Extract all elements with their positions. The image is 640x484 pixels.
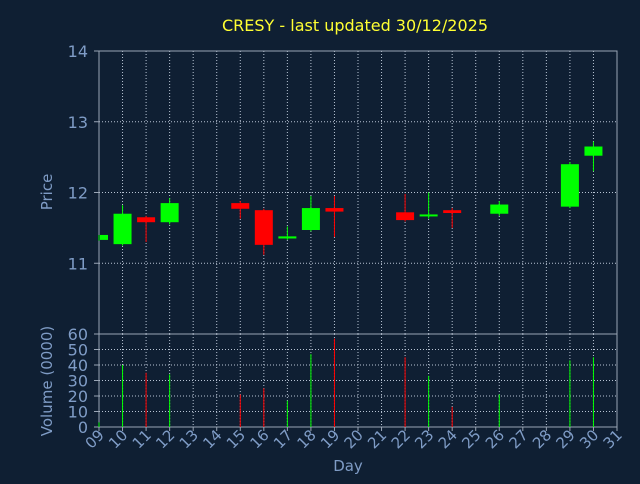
candle-body <box>100 234 108 240</box>
volume-panel: 0102030405060091011121314151617181920212… <box>68 325 626 452</box>
x-tick-label: 15 <box>223 426 249 452</box>
candle-body <box>278 236 297 239</box>
volume-tick-label: 30 <box>68 372 88 391</box>
x-tick-label: 14 <box>199 426 225 452</box>
volume-tick-label: 40 <box>68 356 88 375</box>
candle-body <box>443 210 462 214</box>
x-tick-label: 25 <box>458 426 484 452</box>
candle-body <box>113 213 132 245</box>
volume-tick-label: 10 <box>68 403 88 422</box>
x-tick-label: 23 <box>411 426 437 452</box>
price-tick-label: 14 <box>68 42 88 61</box>
x-tick-label: 11 <box>129 426 155 452</box>
volume-tick-label: 50 <box>68 341 88 360</box>
x-tick-label: 29 <box>553 426 579 452</box>
candle-body <box>584 146 603 156</box>
x-tick-label: 26 <box>482 426 508 452</box>
candle-body <box>254 210 273 245</box>
x-tick-label: 10 <box>105 426 131 452</box>
volume-tick-label: 20 <box>68 387 88 406</box>
candle-body <box>419 214 438 217</box>
x-tick-label: 30 <box>576 426 602 452</box>
price-axis-label: Price <box>38 174 56 211</box>
candle-body <box>231 203 250 209</box>
candle-body <box>160 203 179 223</box>
volume-axis-label: Volume (0000) <box>38 326 56 436</box>
candle-body <box>325 208 344 212</box>
volume-tick-label: 60 <box>68 325 88 344</box>
candle-body <box>301 208 320 230</box>
x-tick-label: 21 <box>364 426 390 452</box>
price-tick-label: 13 <box>68 113 88 132</box>
price-panel: 11 12 13 14 <box>68 42 618 335</box>
candle-body <box>137 217 156 223</box>
candle-body <box>560 164 579 207</box>
price-tick-label: 11 <box>68 254 88 273</box>
x-tick-label: 22 <box>388 426 414 452</box>
x-axis-label: Day <box>333 457 363 475</box>
x-tick-label: 17 <box>270 426 296 452</box>
x-tick-label: 12 <box>152 426 178 452</box>
volume-tick-label: 0 <box>78 418 88 437</box>
x-tick-label: 13 <box>176 426 202 452</box>
candle-body <box>490 204 509 214</box>
x-tick-label: 20 <box>341 426 367 452</box>
price-tick-label: 12 <box>68 184 88 203</box>
x-tick-label: 19 <box>317 426 343 452</box>
chart-title: CRESY - last updated 30/12/2025 <box>222 16 488 35</box>
x-tick-label: 18 <box>294 426 320 452</box>
candle-body <box>396 212 415 221</box>
x-tick-label: 24 <box>435 426 461 452</box>
x-tick-label: 16 <box>246 426 272 452</box>
x-tick-label: 28 <box>529 426 555 452</box>
x-tick-label: 31 <box>600 426 626 452</box>
x-tick-label: 27 <box>505 426 531 452</box>
